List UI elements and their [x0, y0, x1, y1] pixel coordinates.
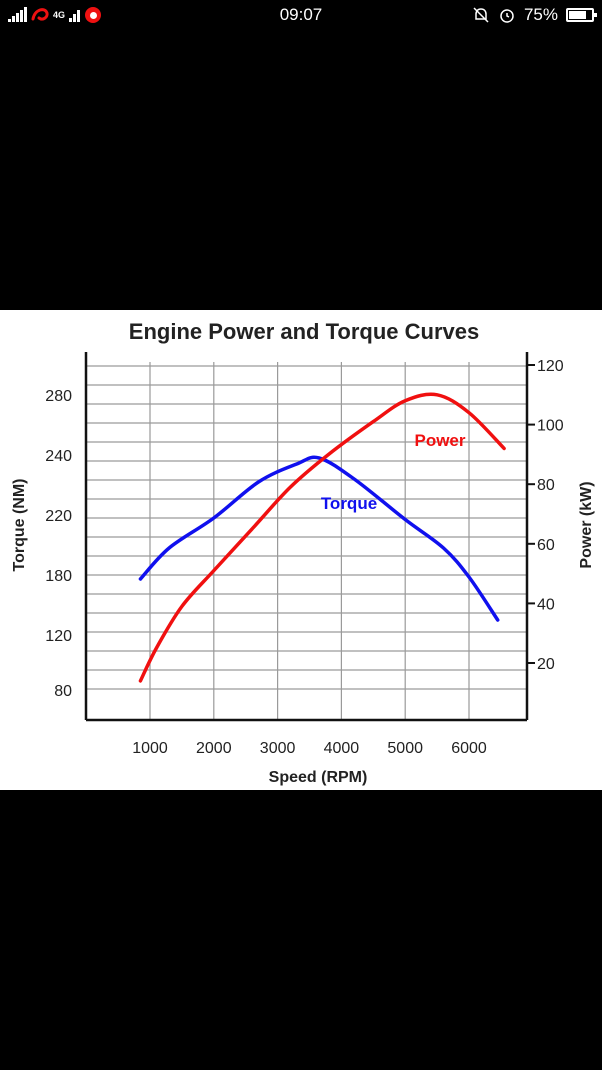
alarm-icon	[498, 6, 516, 24]
series-line-torque	[138, 455, 500, 622]
engine-chart: 1000 2000 3000 4000 5000 6000 80 120 180 220 240 28…	[11, 319, 595, 786]
chart-title: Engine Power and Torque Curves	[129, 319, 479, 344]
status-bar: 4G 09:07 75%	[0, 0, 602, 30]
x-tick-label: 6000	[451, 740, 487, 757]
y-right-tick-label: 120	[537, 358, 564, 375]
y-right-tick-label: 60	[537, 537, 555, 554]
y-right-tick-label: 20	[537, 656, 555, 673]
signal-icon	[8, 7, 27, 22]
y-left-tick-label: 180	[45, 568, 72, 585]
y-left-tick-label: 220	[45, 508, 72, 525]
battery-icon	[566, 8, 597, 22]
x-tick-label: 5000	[387, 740, 423, 757]
status-right: 75%	[472, 5, 602, 25]
y-axis-right-label: Power (kW)	[578, 481, 595, 568]
chart-image: 1000 2000 3000 4000 5000 6000 80 120 180 220 240 28…	[0, 310, 602, 790]
x-tick-label: 2000	[196, 740, 232, 757]
x-tick-label: 3000	[260, 740, 296, 757]
series-label-torque: Torque	[321, 494, 377, 513]
x-tick-label: 1000	[132, 740, 168, 757]
y-right-tick-label: 40	[537, 596, 555, 613]
chart-labels: Engine Power and Torque Curves Speed (RP…	[11, 319, 595, 786]
mute-icon	[472, 6, 490, 24]
battery-percent: 75%	[523, 5, 558, 24]
chart-grid	[86, 362, 527, 720]
y-right-tick-label: 80	[537, 477, 555, 494]
y-left-tick-label: 80	[54, 683, 72, 700]
series-label-power: Power	[414, 431, 465, 450]
x-tick-label: 4000	[324, 740, 360, 757]
chart-series: Torque Power	[138, 392, 506, 683]
y-axis-left-label: Torque (NM)	[11, 478, 28, 571]
y-left-tick-label: 240	[45, 448, 72, 465]
y-left-tick-label: 120	[45, 628, 72, 645]
y-left-tick-label: 280	[45, 388, 72, 405]
chart-axes: 1000 2000 3000 4000 5000 6000 80 120 180 220 240 28…	[45, 352, 564, 757]
series-line-power	[138, 392, 506, 683]
status-left: 4G	[0, 6, 102, 24]
network-4g-icon: 4G	[53, 9, 66, 20]
x-axis-label: Speed (RPM)	[269, 769, 368, 786]
airtel-icon	[31, 6, 49, 24]
vodafone-icon	[84, 6, 102, 24]
y-right-tick-label: 100	[537, 418, 564, 435]
signal-icon-2	[69, 8, 81, 22]
